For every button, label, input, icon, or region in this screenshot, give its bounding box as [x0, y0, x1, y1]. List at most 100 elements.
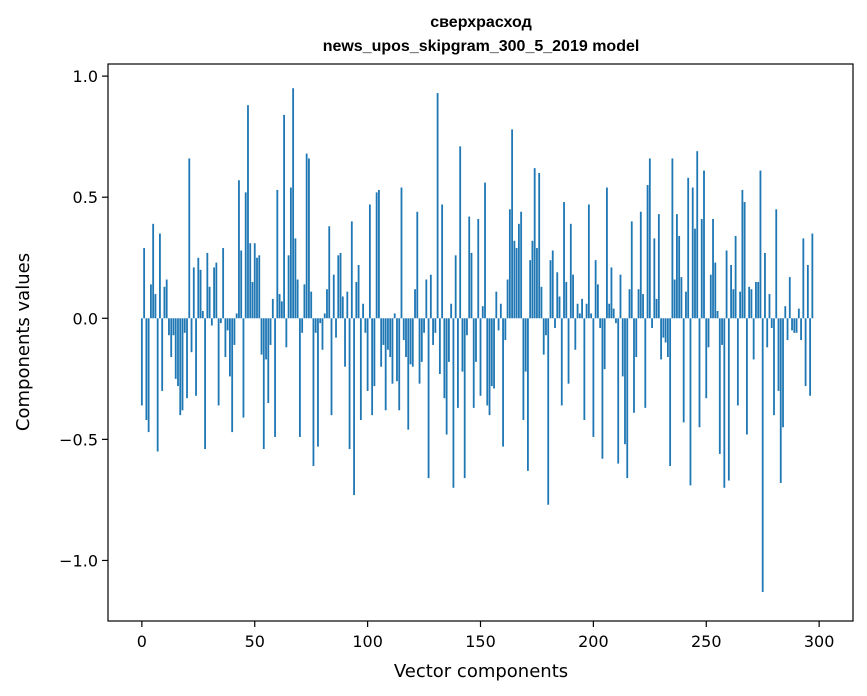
bar-component-140 — [457, 318, 459, 408]
bar-component-25 — [197, 257, 200, 319]
bar-component-281 — [775, 209, 778, 319]
bar-component-161 — [504, 318, 507, 341]
bar-component-163 — [508, 209, 511, 319]
bar-component-38 — [226, 318, 229, 331]
bar-component-184 — [556, 272, 559, 319]
bar-component-200 — [592, 318, 595, 437]
bar-component-276 — [764, 252, 766, 319]
bar-component-4 — [149, 284, 152, 319]
bar-component-114 — [398, 318, 401, 411]
bar-component-36 — [222, 248, 225, 319]
bar-component-50 — [253, 243, 256, 319]
bar-component-156 — [493, 318, 495, 389]
bar-component-278 — [768, 294, 771, 319]
bar-component-34 — [217, 318, 220, 406]
bar-component-123 — [418, 318, 421, 384]
bar-component-273 — [757, 281, 760, 319]
bar-component-35 — [219, 318, 222, 324]
bar-component-240 — [682, 318, 685, 423]
bar-component-71 — [301, 318, 304, 333]
x-tick-label: 300 — [804, 632, 835, 651]
bar-component-14 — [172, 318, 175, 336]
bar-component-190 — [569, 223, 572, 319]
bar-component-147 — [472, 318, 475, 408]
bar-component-24 — [195, 318, 197, 396]
bar-component-83 — [328, 226, 331, 319]
bar-component-195 — [581, 298, 583, 319]
bar-component-164 — [511, 129, 514, 319]
bar-component-197 — [585, 303, 588, 319]
bar-component-290 — [795, 318, 798, 333]
bar-component-77 — [314, 318, 317, 333]
bar-component-94 — [353, 318, 355, 496]
bar-component-275 — [761, 318, 764, 592]
bar-component-65 — [287, 255, 290, 319]
bar-component-294 — [804, 318, 807, 387]
bar-component-150 — [479, 318, 482, 396]
bar-component-207 — [608, 303, 611, 319]
bar-component-0 — [140, 318, 143, 406]
bar-component-233 — [666, 318, 669, 358]
bar-component-106 — [380, 318, 383, 367]
bar-component-157 — [495, 291, 498, 319]
bar-component-144 — [466, 318, 468, 336]
bar-component-229 — [657, 214, 660, 319]
bar-component-120 — [411, 318, 414, 367]
bar-component-148 — [475, 318, 477, 362]
bar-component-87 — [337, 255, 340, 319]
bar-component-227 — [653, 238, 656, 319]
bar-component-110 — [389, 318, 392, 358]
bar-component-41 — [233, 318, 236, 345]
bar-component-254 — [714, 262, 717, 319]
bar-component-170 — [524, 318, 527, 372]
y-tick-label: 0.0 — [73, 309, 98, 328]
bar-component-141 — [459, 146, 462, 319]
bar-component-153 — [486, 318, 489, 406]
bar-component-213 — [621, 318, 624, 377]
bar-component-262 — [732, 289, 735, 319]
bar-component-178 — [542, 318, 545, 355]
bar-component-232 — [664, 318, 667, 343]
bar-component-168 — [520, 211, 523, 319]
bar-component-283 — [779, 318, 782, 483]
bar-component-3 — [147, 318, 150, 433]
bar-component-9 — [161, 318, 164, 391]
bar-component-268 — [745, 318, 748, 435]
bar-component-126 — [425, 279, 428, 319]
x-axis-ticks: 0 50 100 150 200 250 300 — [137, 621, 835, 651]
bar-component-10 — [163, 286, 166, 319]
bar-component-235 — [671, 158, 674, 319]
bar-component-28 — [204, 318, 206, 450]
bar-component-252 — [709, 274, 712, 319]
bar-component-6 — [154, 294, 157, 319]
bar-component-234 — [669, 318, 672, 467]
bar-component-93 — [350, 221, 353, 319]
bar-component-52 — [258, 255, 261, 319]
bar-component-208 — [610, 267, 613, 319]
y-tick-label: −0.5 — [59, 430, 98, 449]
bar-component-80 — [321, 318, 324, 350]
bar-component-139 — [454, 255, 457, 319]
bar-component-73 — [305, 153, 308, 319]
bar-component-29 — [206, 252, 209, 319]
bar-component-236 — [673, 279, 676, 319]
bar-component-287 — [788, 277, 791, 319]
bar-component-95 — [355, 281, 358, 319]
bar-component-1 — [143, 248, 146, 319]
bar-component-188 — [565, 281, 568, 319]
bar-component-137 — [450, 303, 453, 319]
bar-component-142 — [461, 318, 464, 372]
bar-component-26 — [199, 269, 202, 319]
bar-component-90 — [344, 318, 346, 367]
bar-component-21 — [188, 158, 191, 319]
bar-component-260 — [727, 318, 730, 481]
bar-component-285 — [784, 306, 787, 319]
bar-component-62 — [280, 301, 283, 319]
bar-component-128 — [429, 274, 432, 319]
bar-component-133 — [441, 204, 444, 319]
bar-component-274 — [759, 170, 762, 319]
bar-component-247 — [698, 318, 701, 428]
bar-component-228 — [655, 298, 658, 319]
bar-component-152 — [484, 182, 486, 319]
bar-series — [140, 88, 814, 592]
